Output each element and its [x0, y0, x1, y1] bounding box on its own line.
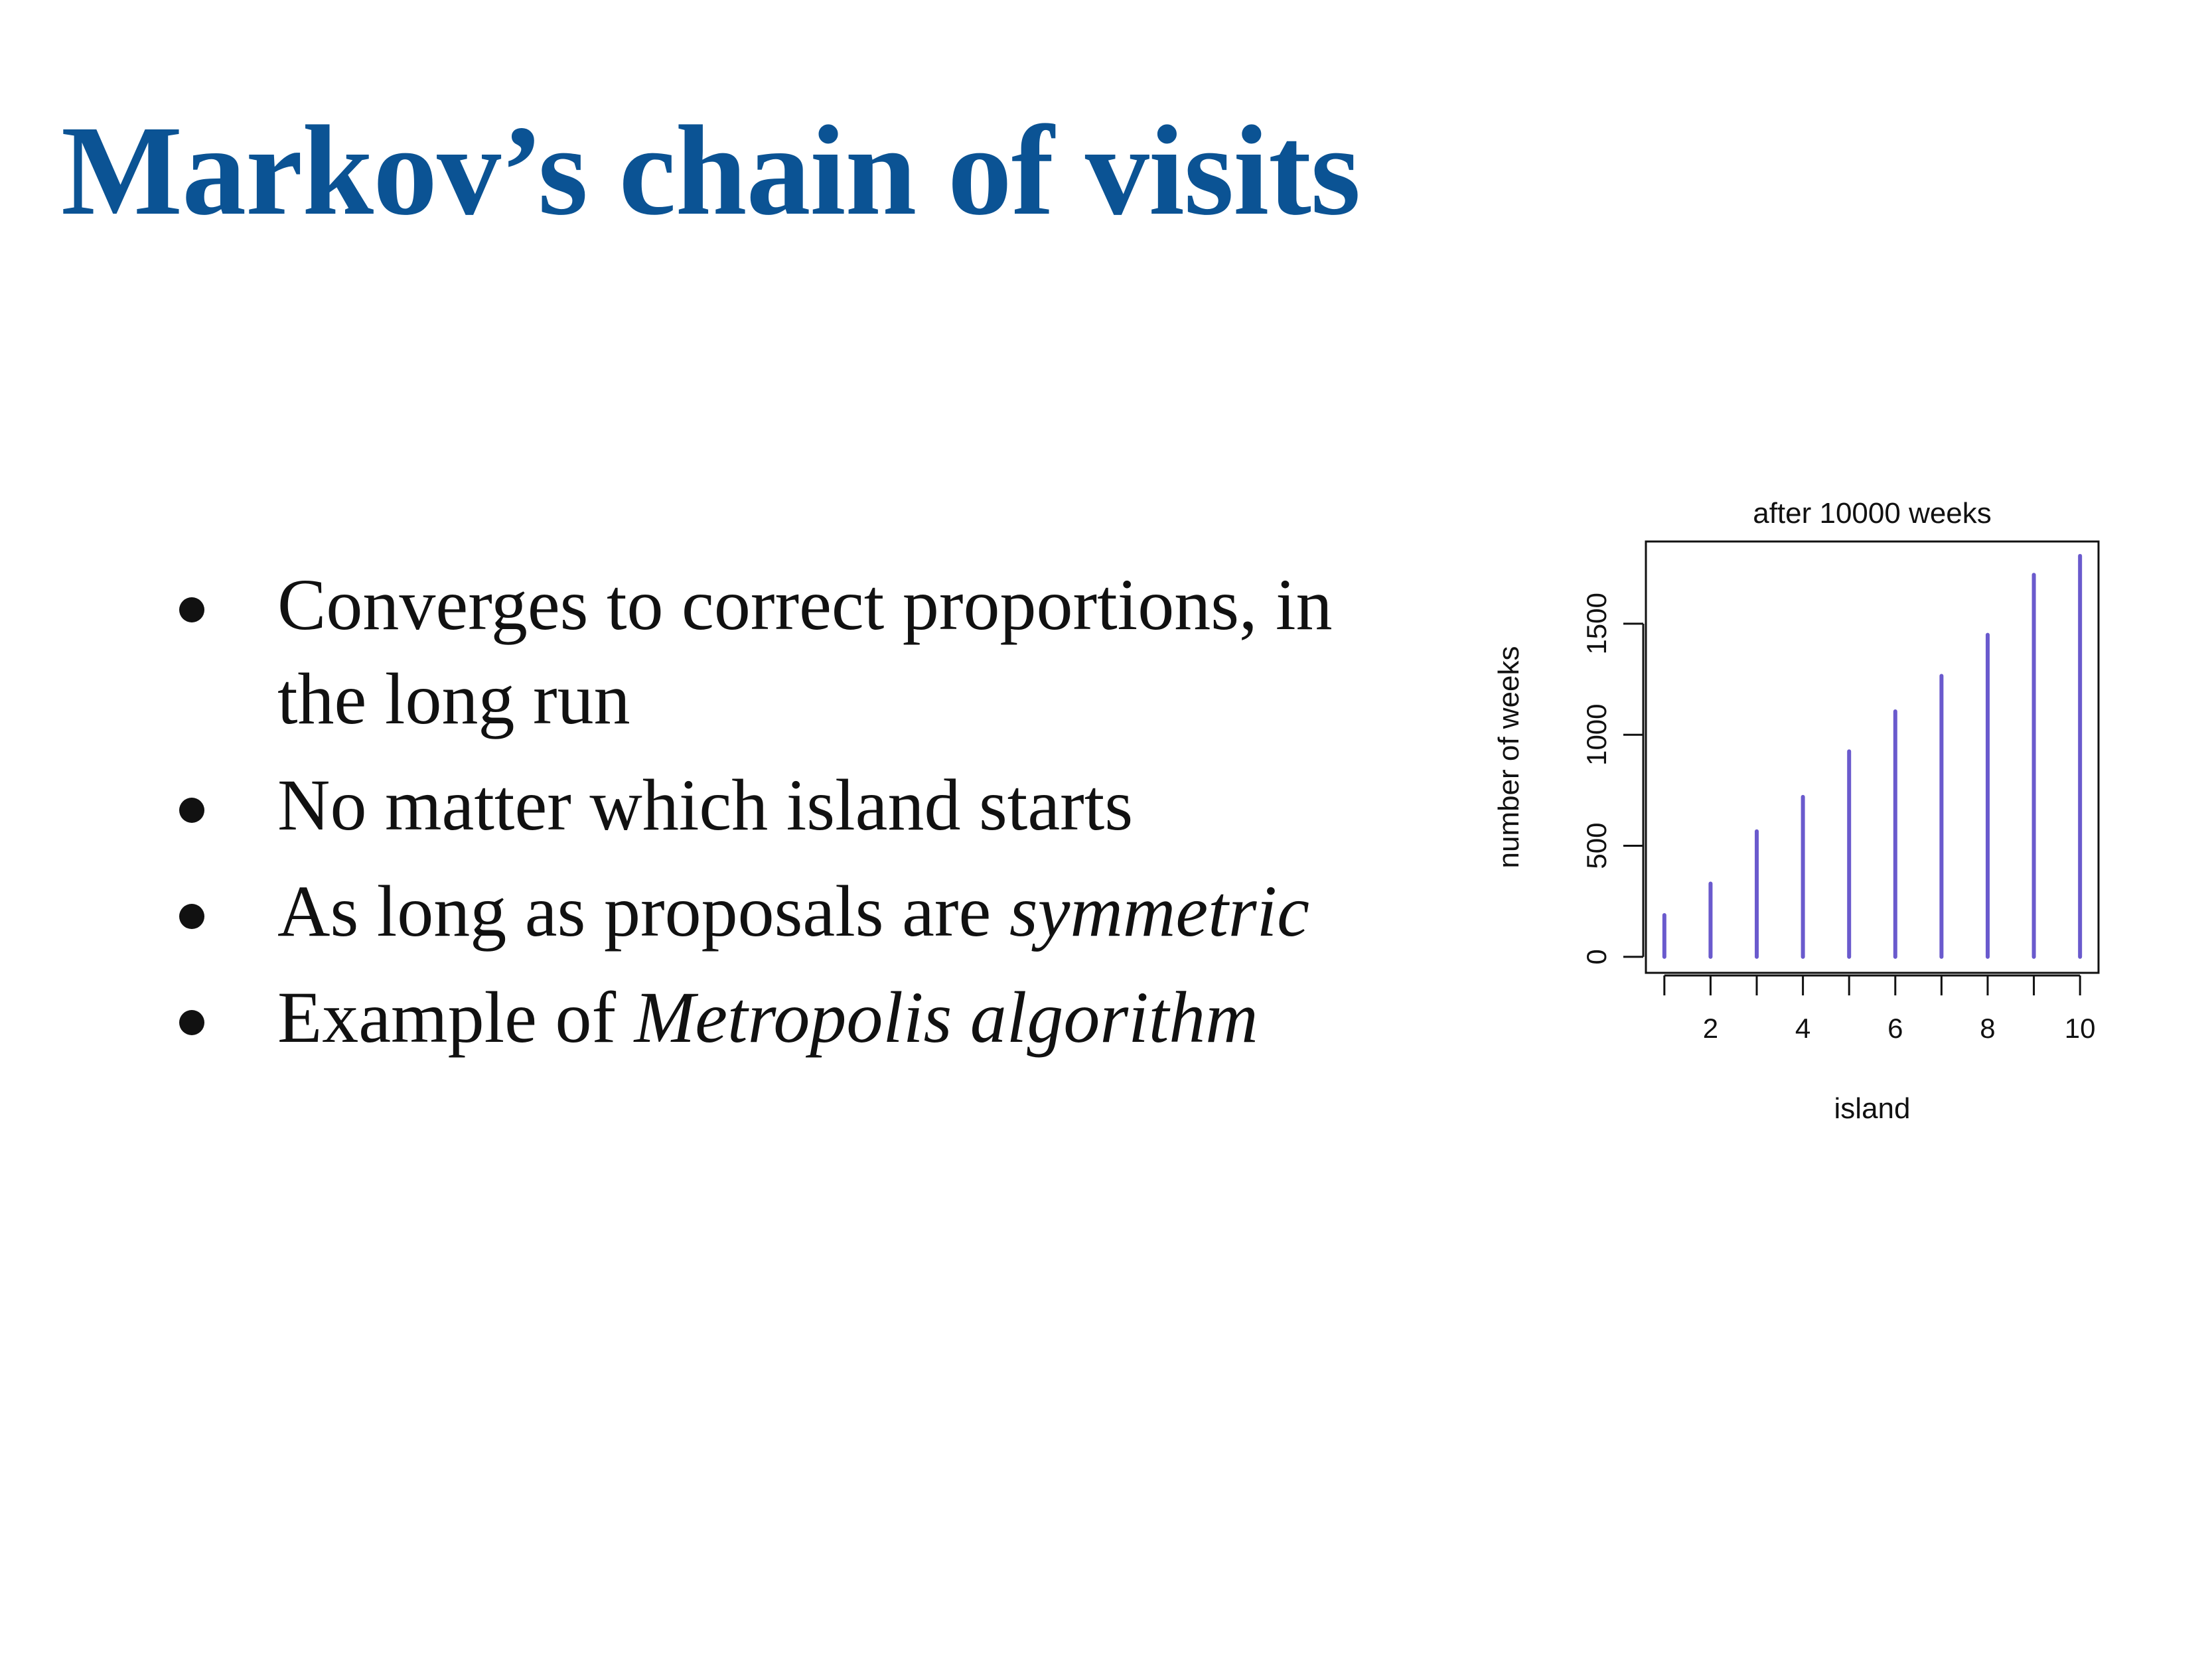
chart: after 10000 weeks island number of weeks… — [1460, 491, 2137, 1141]
bullet-dot-icon — [179, 1010, 204, 1035]
chart-svg: after 10000 weeks island number of weeks… — [1493, 497, 2100, 1125]
bullet-emphasis: Metropolis algorithm — [634, 977, 1258, 1058]
x-tick-label: 8 — [1980, 1013, 1995, 1044]
bullet-text: Example of — [277, 977, 634, 1058]
slide-title: Markov’s chain of visits — [61, 99, 1361, 242]
bullet-emphasis: symmetric — [1009, 871, 1309, 952]
y-tick-label: 500 — [1581, 823, 1612, 869]
bullet-item: No matter which island starts — [179, 758, 1427, 852]
bullet-list: Converges to correct proportions, in the… — [179, 557, 1427, 1076]
bullet-text: Converges to correct proportions, in the… — [277, 564, 1333, 739]
plot-frame — [1645, 540, 2100, 974]
y-tick-label: 1500 — [1581, 593, 1612, 654]
x-tick-label: 4 — [1795, 1013, 1810, 1044]
bullet-dot-icon — [179, 798, 204, 823]
bullet-item: As long as proposals are symmetric — [179, 864, 1427, 958]
x-axis: 2 4 6 8 10 — [1663, 974, 2096, 1044]
bullet-dot-icon — [179, 904, 204, 929]
x-axis-label: island — [1834, 1092, 1911, 1125]
bars-group — [1662, 553, 2083, 959]
bullet-item: Example of Metropolis algorithm — [179, 970, 1427, 1064]
bullet-text: As long as proposals are — [277, 871, 1009, 952]
x-tick-label: 6 — [1887, 1013, 1903, 1044]
x-tick-label: 2 — [1703, 1013, 1718, 1044]
y-axis: 0 500 1000 1500 — [1581, 593, 1645, 965]
bullet-item: Converges to correct proportions, in the… — [179, 557, 1427, 746]
bullet-dot-icon — [179, 597, 204, 622]
y-tick-label: 0 — [1581, 949, 1612, 964]
bullet-text: No matter which island starts — [277, 764, 1134, 845]
y-tick-label: 1000 — [1581, 703, 1612, 765]
y-axis-label: number of weeks — [1493, 646, 1525, 868]
x-tick-label: 10 — [2065, 1013, 2096, 1044]
chart-title: after 10000 weeks — [1753, 497, 1992, 530]
